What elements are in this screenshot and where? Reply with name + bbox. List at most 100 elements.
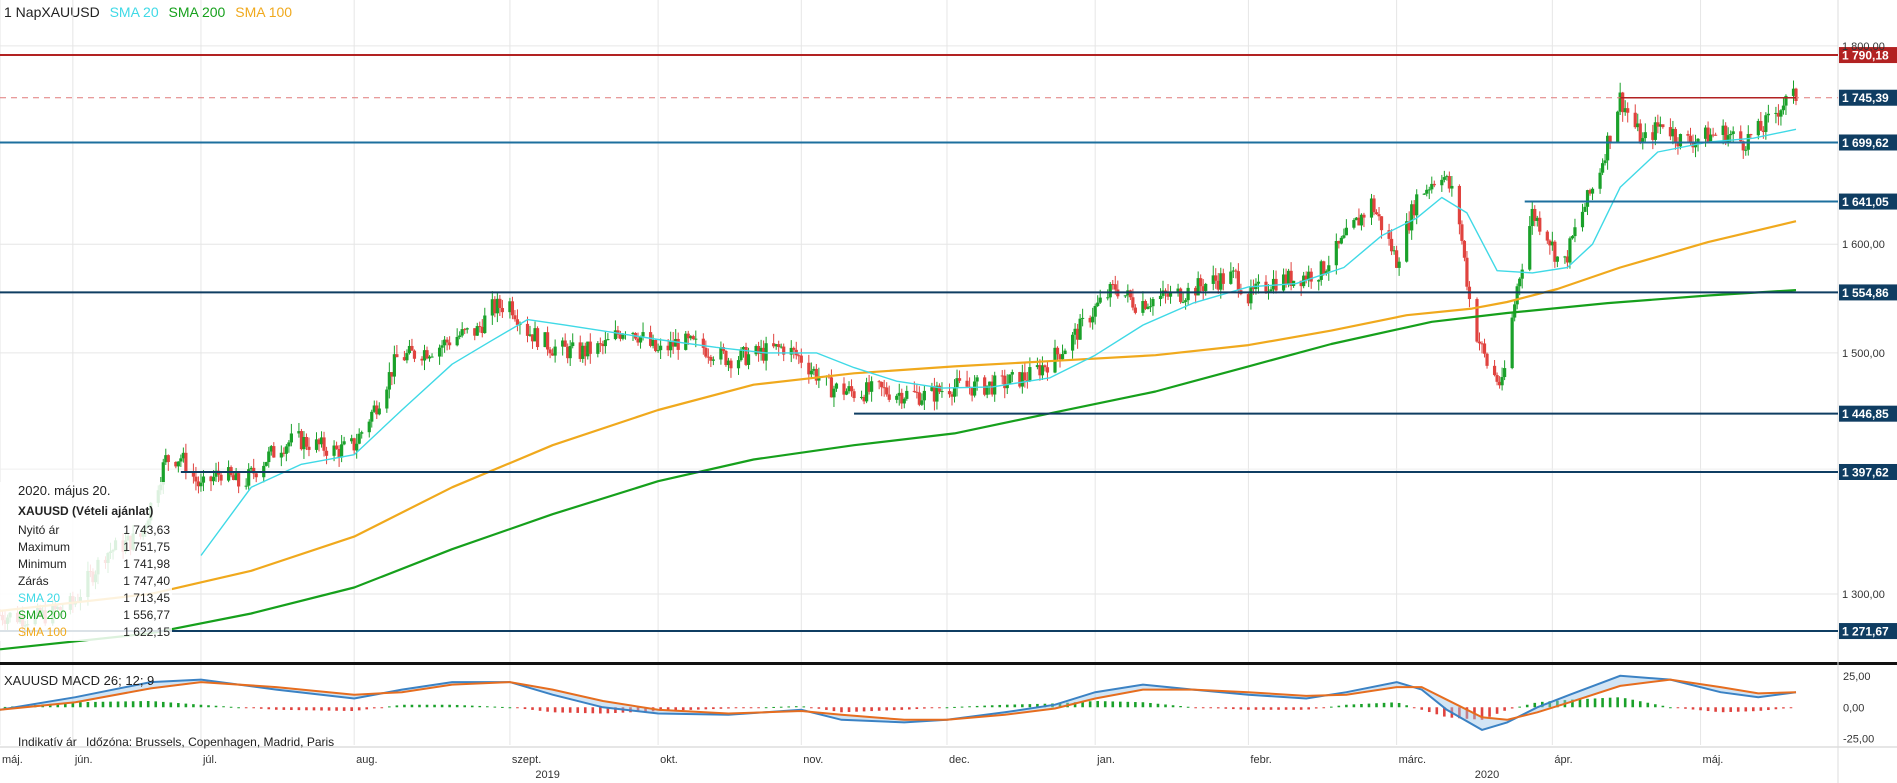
- candle-body[interactable]: [930, 387, 934, 391]
- candle-body[interactable]: [1043, 365, 1047, 368]
- candle-body[interactable]: [475, 326, 479, 336]
- macd-histogram-bar[interactable]: [1518, 706, 1521, 708]
- macd-histogram-bar[interactable]: [1691, 707, 1695, 710]
- candle-body[interactable]: [1339, 237, 1343, 244]
- macd-histogram-bar[interactable]: [131, 701, 135, 708]
- macd-histogram-bar[interactable]: [1209, 707, 1213, 709]
- macd-histogram-bar[interactable]: [779, 706, 783, 708]
- candle-body[interactable]: [638, 336, 643, 343]
- candle-body[interactable]: [1412, 204, 1416, 216]
- candle-body[interactable]: [952, 387, 957, 397]
- macd-histogram-bar[interactable]: [892, 707, 896, 711]
- macd-histogram-bar[interactable]: [1081, 701, 1084, 708]
- candle-body[interactable]: [1462, 240, 1467, 258]
- candle-body[interactable]: [1477, 341, 1482, 344]
- candle-body[interactable]: [530, 334, 535, 342]
- candle-body[interactable]: [774, 344, 778, 347]
- candle-body[interactable]: [1344, 227, 1348, 236]
- candle-body[interactable]: [1359, 214, 1364, 226]
- candle-body[interactable]: [1651, 132, 1655, 140]
- candle-body[interactable]: [706, 356, 710, 358]
- candle-body[interactable]: [1703, 127, 1708, 139]
- candle-body[interactable]: [955, 378, 959, 388]
- candle-body[interactable]: [299, 431, 304, 450]
- candle-body[interactable]: [566, 346, 570, 359]
- macd-histogram-bar[interactable]: [998, 704, 1002, 708]
- macd-histogram-bar[interactable]: [139, 701, 142, 708]
- macd-histogram-bar[interactable]: [1096, 701, 1099, 708]
- candle-body[interactable]: [1447, 176, 1451, 189]
- candle-body[interactable]: [694, 338, 698, 340]
- macd-histogram-bar[interactable]: [297, 707, 301, 711]
- macd-histogram-bar[interactable]: [380, 707, 384, 709]
- macd-histogram-bar[interactable]: [1458, 707, 1461, 719]
- candle-body[interactable]: [1151, 299, 1155, 307]
- macd-histogram-bar[interactable]: [1156, 703, 1160, 708]
- macd-histogram-bar[interactable]: [388, 706, 391, 708]
- candle-body[interactable]: [1714, 134, 1718, 136]
- candle-body[interactable]: [920, 400, 924, 405]
- macd-histogram-bar[interactable]: [794, 706, 798, 708]
- macd-histogram-bar[interactable]: [802, 706, 806, 708]
- candle-body[interactable]: [1671, 128, 1675, 137]
- candle-body[interactable]: [613, 330, 618, 340]
- candle-body[interactable]: [284, 446, 288, 454]
- macd-histogram-bar[interactable]: [101, 701, 105, 708]
- candle-body[interactable]: [307, 446, 311, 450]
- candle-body[interactable]: [865, 382, 869, 402]
- candle-body[interactable]: [651, 339, 655, 346]
- macd-histogram-bar[interactable]: [1164, 704, 1167, 708]
- candle-body[interactable]: [729, 360, 733, 369]
- macd-histogram-bar[interactable]: [1510, 707, 1514, 709]
- candle-body[interactable]: [1415, 194, 1419, 216]
- candle-body[interactable]: [1073, 328, 1077, 335]
- candle-body[interactable]: [1510, 317, 1514, 369]
- candle-body[interactable]: [807, 362, 811, 375]
- macd-histogram-bar[interactable]: [923, 707, 926, 709]
- candle-body[interactable]: [1319, 261, 1323, 280]
- candle-body[interactable]: [1234, 270, 1238, 272]
- macd-histogram-bar[interactable]: [704, 707, 708, 710]
- candle-body[interactable]: [1184, 300, 1188, 302]
- candle-body[interactable]: [669, 340, 673, 351]
- macd-histogram-bar[interactable]: [1247, 707, 1250, 710]
- macd-histogram-bar[interactable]: [1224, 707, 1228, 709]
- candle-body[interactable]: [739, 349, 743, 361]
- macd-histogram-bar[interactable]: [1194, 707, 1197, 709]
- candle-body[interactable]: [367, 421, 371, 433]
- candle-body[interactable]: [1580, 211, 1585, 228]
- macd-histogram-bar[interactable]: [327, 707, 331, 711]
- candle-body[interactable]: [437, 347, 442, 357]
- macd-histogram-bar[interactable]: [493, 706, 497, 708]
- macd-histogram-bar[interactable]: [953, 706, 956, 708]
- candle-body[interactable]: [659, 345, 663, 351]
- macd-histogram-bar[interactable]: [1005, 704, 1009, 708]
- macd-histogram-bar[interactable]: [259, 707, 263, 709]
- macd-histogram-bar[interactable]: [403, 704, 406, 708]
- macd-histogram-bar[interactable]: [1744, 707, 1748, 712]
- candle-body[interactable]: [1794, 88, 1798, 101]
- candle-body[interactable]: [1440, 179, 1444, 186]
- candle-body[interactable]: [789, 347, 793, 355]
- candle-body[interactable]: [1565, 256, 1570, 263]
- macd-histogram-bar[interactable]: [275, 707, 278, 710]
- macd-histogram-bar[interactable]: [448, 704, 451, 708]
- candle-body[interactable]: [666, 345, 670, 351]
- macd-histogram-bar[interactable]: [1503, 707, 1506, 711]
- candle-body[interactable]: [1324, 271, 1328, 274]
- candle-body[interactable]: [1563, 256, 1567, 258]
- candle-body[interactable]: [1010, 372, 1014, 375]
- candle-body[interactable]: [1535, 217, 1539, 221]
- candle-body[interactable]: [161, 462, 165, 485]
- macd-histogram-bar[interactable]: [1706, 707, 1710, 712]
- candle-body[interactable]: [1638, 123, 1642, 144]
- candle-body[interactable]: [297, 431, 301, 434]
- candle-body[interactable]: [772, 343, 776, 347]
- macd-histogram-bar[interactable]: [531, 707, 534, 710]
- candle-body[interactable]: [1096, 302, 1100, 306]
- macd-histogram-bar[interactable]: [1654, 704, 1657, 708]
- macd-histogram-bar[interactable]: [1111, 701, 1115, 708]
- candle-body[interactable]: [1568, 238, 1572, 263]
- macd-histogram-bar[interactable]: [1586, 698, 1589, 708]
- candle-body[interactable]: [249, 467, 253, 470]
